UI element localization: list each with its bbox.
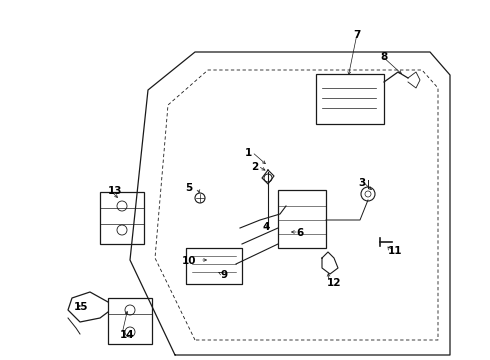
Text: 13: 13 [108, 186, 122, 196]
Bar [108, 298, 152, 344]
Text: 15: 15 [74, 302, 89, 312]
Text: 7: 7 [353, 30, 360, 40]
Bar [186, 248, 242, 284]
Text: 12: 12 [327, 278, 342, 288]
Text: 11: 11 [388, 246, 402, 256]
Bar [100, 192, 144, 244]
Text: 2: 2 [251, 162, 258, 172]
Text: 8: 8 [380, 52, 387, 62]
Text: 4: 4 [262, 222, 270, 232]
Bar [316, 74, 384, 124]
Text: 9: 9 [220, 270, 227, 280]
Text: 5: 5 [185, 183, 192, 193]
Text: 1: 1 [245, 148, 252, 158]
Text: 6: 6 [296, 228, 303, 238]
Text: 14: 14 [120, 330, 135, 340]
Text: 3: 3 [358, 178, 365, 188]
Text: 10: 10 [181, 256, 196, 266]
Bar [278, 190, 326, 248]
